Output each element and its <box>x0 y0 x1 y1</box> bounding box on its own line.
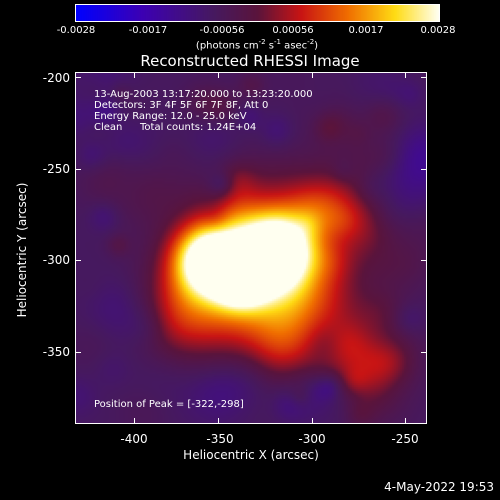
colorbar-tick: -0.00056 <box>199 25 245 36</box>
image-plot-area[interactable]: 13-Aug-2003 13:17:20.000 to 13:23:20.000… <box>75 72 427 424</box>
annotation-method: Clean <box>94 122 123 133</box>
colorbar-tick: 0.0028 <box>420 25 456 36</box>
colorbar-tick: -0.0028 <box>56 25 96 36</box>
colorbar-tick: -0.0017 <box>128 25 168 36</box>
x-tick-label: -250 <box>391 432 419 446</box>
peak-position-label: Position of Peak = [-322,-298] <box>94 399 244 410</box>
colorbar-tick: 0.00056 <box>272 25 314 36</box>
annotation-total-counts: Total counts: 1.24E+04 <box>140 122 257 133</box>
annotation-time-range: 13-Aug-2003 13:17:20.000 to 13:23:20.000 <box>94 89 313 100</box>
footer-date: 4-May-2022 19:53 <box>384 480 494 494</box>
y-axis-label: Heliocentric Y (arcsec) <box>15 182 29 318</box>
y-tick-label: -300 <box>42 253 70 267</box>
x-tick-label: -400 <box>120 432 148 446</box>
y-tick-label: -250 <box>42 162 70 176</box>
y-tick-label: -350 <box>42 345 70 359</box>
x-tick-label: -350 <box>206 432 234 446</box>
x-axis-label: Heliocentric X (arcsec) <box>183 448 319 462</box>
y-tick-label: -200 <box>42 71 70 85</box>
colorbar-tick: 0.0017 <box>348 25 384 36</box>
annotation-detectors: Detectors: 3F 4F 5F 6F 7F 8F, Att 0 <box>94 100 269 111</box>
rhessi-image-map <box>76 73 426 423</box>
colorbar-units: (photons cm-2 s-1 asec-2) <box>195 38 319 52</box>
colorbar <box>75 4 440 22</box>
annotation-energy-range: Energy Range: 12.0 - 25.0 keV <box>94 111 247 122</box>
x-tick-label: -300 <box>298 432 326 446</box>
plot-title: Reconstructed RHESSI Image <box>140 52 360 70</box>
